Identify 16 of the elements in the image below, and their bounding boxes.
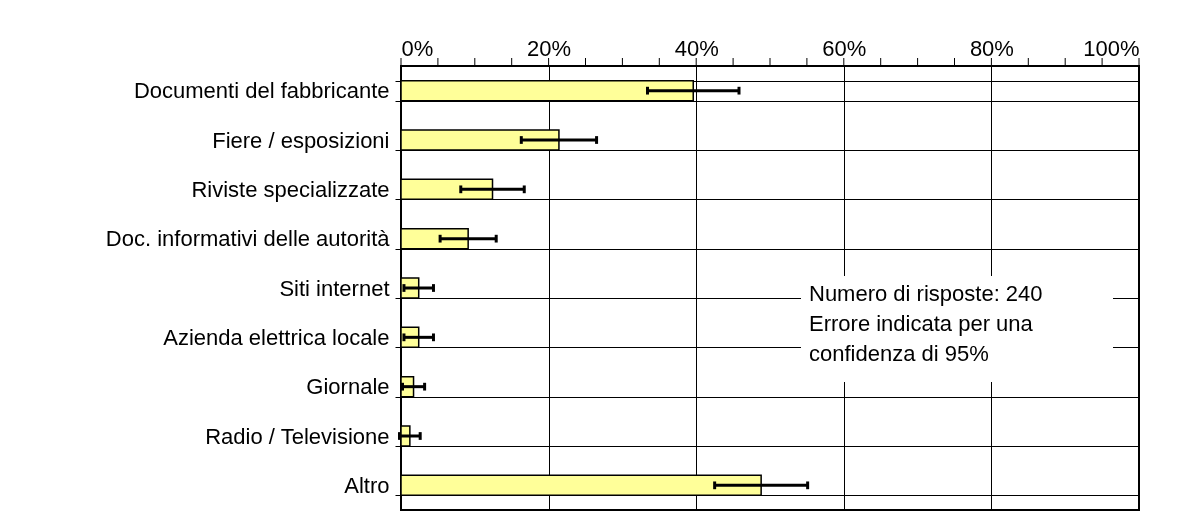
annotation: Numero di risposte: 240 Errore indicata per una confidenza di 95% — [809, 281, 1043, 366]
y-tick-label: Altro — [344, 472, 390, 498]
x-tick-label: 60% — [822, 35, 867, 61]
x-tick-label: 100% — [1083, 35, 1140, 61]
y-tick-label: Fiere / esposizioni — [212, 127, 390, 153]
x-tick-label: 40% — [674, 35, 719, 61]
y-tick-label: Azienda elettrica locale — [163, 324, 390, 350]
y-tick-label: Siti internet — [279, 275, 390, 301]
y-tick-label: Radio / Televisione — [205, 423, 390, 449]
x-tick-label: 80% — [969, 35, 1014, 61]
y-tick-label: Doc. informativi delle autorità — [105, 226, 391, 252]
y-tick-label: Giornale — [306, 374, 390, 400]
x-tick-label: 20% — [527, 35, 572, 61]
y-tick-label: Riviste specializzate — [191, 176, 390, 202]
y-tick-label: Documenti del fabbricante — [133, 78, 390, 104]
x-tick-label: 0% — [401, 35, 434, 61]
